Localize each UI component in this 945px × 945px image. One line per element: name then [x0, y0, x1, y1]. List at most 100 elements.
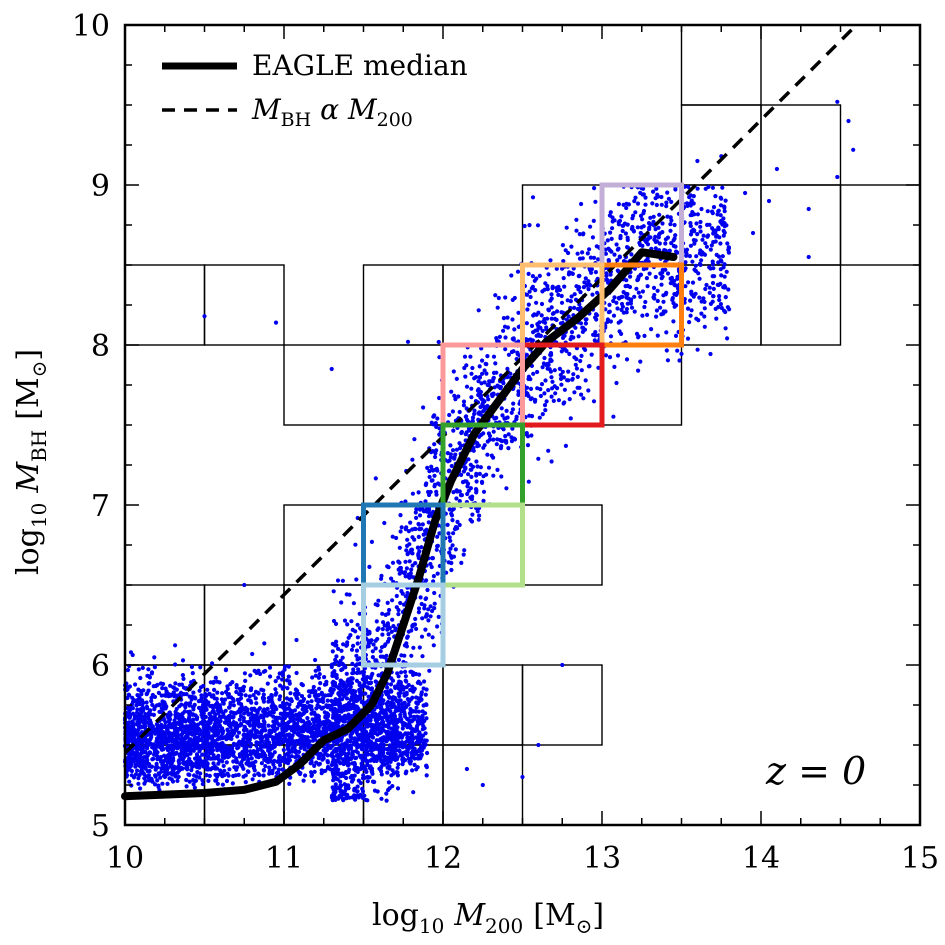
scatter-point [334, 673, 339, 679]
scatter-point [702, 324, 707, 329]
scatter-point [711, 240, 716, 245]
scatter-point [406, 682, 411, 688]
scatter-point [133, 772, 139, 777]
scatter-point [259, 715, 264, 720]
scatter-point [329, 689, 334, 695]
scatter-point [273, 679, 278, 684]
scatter-point [153, 765, 159, 770]
scatter-point [628, 274, 633, 279]
scatter-point [403, 559, 408, 564]
scatter-point [548, 357, 553, 362]
scatter-point [266, 743, 271, 749]
scatter-point [393, 705, 398, 710]
scatter-point [695, 186, 700, 191]
scatter-point [451, 531, 456, 536]
scatter-point [710, 185, 716, 190]
scatter-point [210, 661, 215, 666]
scatter-point [409, 741, 414, 746]
scatter-point [416, 534, 421, 540]
scatter-point [555, 309, 560, 314]
scatter-point [221, 763, 226, 769]
scatter-point [135, 698, 140, 703]
scatter-point [369, 752, 374, 757]
scatter-point [345, 738, 350, 743]
scatter-point [569, 330, 575, 335]
scatter-point [417, 645, 422, 650]
scatter-point [621, 290, 626, 295]
scatter-point [127, 779, 132, 784]
scatter-point [224, 778, 230, 784]
scatter-point [164, 768, 169, 773]
scatter-point [398, 600, 403, 606]
scatter-point [288, 718, 294, 723]
scatter-point [196, 699, 201, 704]
scatter-point [138, 751, 143, 756]
scatter-point [253, 708, 258, 713]
scatter-point [395, 770, 400, 775]
scatter-point [200, 778, 205, 783]
scatter-point [330, 649, 335, 654]
scatter-point [449, 567, 454, 573]
scatter-point [311, 779, 317, 784]
scatter-point [270, 735, 275, 740]
scatter-point [653, 234, 658, 239]
scatter-point [405, 746, 410, 751]
scatter-point [163, 736, 168, 741]
scatter-point [250, 777, 255, 782]
scatter-point [159, 769, 164, 774]
scatter-point [277, 671, 282, 676]
scatter-point [436, 339, 441, 345]
scatter-point [396, 657, 401, 663]
scatter-point [411, 790, 416, 795]
scatter-point [285, 686, 290, 691]
scatter-point [153, 683, 158, 689]
scatter-point [136, 687, 141, 692]
scatter-point [646, 221, 652, 226]
scatter-point [612, 364, 617, 369]
grid-cell [442, 664, 524, 746]
scatter-point [574, 217, 579, 222]
scatter-point [474, 479, 479, 484]
scatter-point [154, 743, 159, 749]
scatter-point [292, 745, 297, 750]
scatter-point [349, 779, 355, 784]
scatter-point [470, 418, 475, 423]
scatter-point [190, 704, 195, 709]
scatter-point [242, 671, 247, 676]
scatter-point [285, 743, 290, 749]
scatter-point [404, 739, 409, 744]
scatter-point [159, 747, 165, 752]
scatter-point [177, 752, 182, 757]
scatter-point [321, 753, 326, 758]
scatter-point [586, 388, 591, 393]
scatter-point [525, 307, 530, 312]
scatter-point [231, 703, 236, 708]
scatter-point [143, 766, 148, 771]
scatter-point [679, 351, 684, 356]
scatter-point [384, 653, 389, 658]
scatter-point [374, 727, 379, 732]
scatter-point [247, 694, 252, 699]
scatter-point [577, 273, 582, 278]
scatter-point [480, 358, 485, 363]
scatter-point [241, 716, 246, 721]
scatter-point [209, 744, 214, 749]
scatter-point [127, 766, 132, 771]
scatter-point [318, 681, 323, 686]
scatter-point [325, 745, 330, 750]
scatter-point [268, 712, 273, 717]
scatter-point [200, 781, 205, 787]
scatter-point [316, 667, 321, 672]
scatter-point [706, 233, 711, 238]
scatter-point [516, 310, 521, 315]
scatter-point [258, 736, 263, 741]
scatter-point [559, 300, 565, 305]
scatter-point [510, 407, 515, 412]
scatter-point [197, 747, 202, 752]
scatter-point [469, 395, 474, 400]
scatter-point [296, 718, 301, 723]
scatter-point [127, 708, 132, 714]
scatter-point [251, 733, 256, 738]
scatter-point [408, 687, 413, 693]
